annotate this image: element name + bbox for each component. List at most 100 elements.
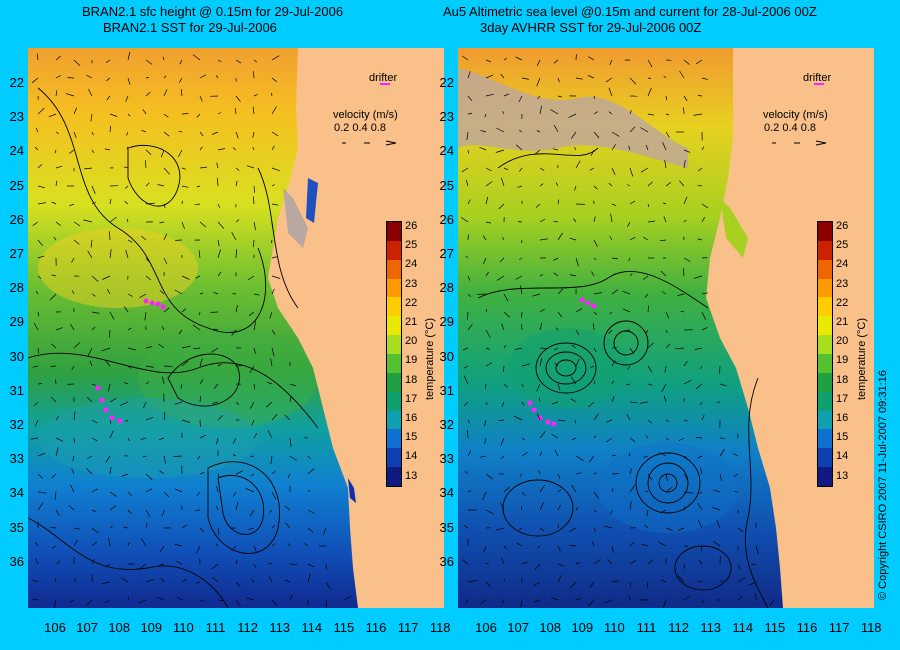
velocity-arrow [713,489,721,493]
velocity-arrow [252,239,255,248]
velocity-arrow [537,545,541,549]
velocity-arrow [677,293,685,296]
velocity-arrow [589,455,595,463]
velocity-arrow [575,308,583,313]
velocity-arrow [593,257,597,261]
velocity-arrow [501,323,505,331]
velocity-arrow [557,383,561,391]
velocity-arrow [607,559,613,565]
velocity-arrow [719,365,721,374]
velocity-arrow [109,491,117,497]
velocity-arrow [539,484,546,493]
velocity-arrow [87,396,93,403]
velocity-arrow [683,506,686,511]
velocity-arrow [485,196,489,205]
velocity-arrow [485,362,492,367]
velocity-arrow [125,419,129,422]
velocity-arrow [683,419,688,422]
velocity-arrow [520,285,523,295]
velocity-arrow [484,383,487,389]
velocity-arrow [593,239,598,247]
velocity-arrow [139,293,147,299]
velocity-arrow [748,581,757,586]
velocity-arrow [174,289,183,295]
velocity-arrow [145,91,151,97]
velocity-arrow [215,505,219,511]
velocity-arrow [73,527,80,530]
velocity-arrow [249,509,255,517]
velocity-arrow [250,455,255,457]
velocity-arrow [683,257,691,263]
velocity-arrow [515,275,523,280]
velocity-arrow [213,291,219,295]
velocity-arrow [271,471,276,475]
velocity-arrow [626,413,631,421]
velocity-arrow [253,59,258,63]
velocity-arrow [593,111,598,115]
velocity-arrow [55,379,57,385]
velocity-arrow [198,250,201,259]
velocity-arrow [235,59,242,64]
velocity-arrow [629,126,636,133]
velocity-arrow [253,94,258,97]
velocity-arrow [177,149,183,158]
velocity-arrow [54,491,57,500]
velocity-arrow [50,365,57,367]
velocity-arrow [174,544,183,547]
velocity-arrow [181,524,188,529]
velocity-arrow [217,249,221,259]
colorbar-segment [818,335,832,354]
velocity-arrow [485,308,488,313]
velocity-arrow [679,180,685,187]
velocity-arrow [536,383,541,392]
velocity-arrow [235,180,238,187]
velocity-arrow [589,581,595,589]
velocity-arrow [109,249,112,259]
velocity-arrow [485,347,490,350]
latitude-label: 35 [439,519,454,535]
velocity-arrow [557,288,564,295]
velocity-arrow [539,308,545,313]
velocity-arrow [179,59,183,65]
velocity-arrow [698,95,703,97]
colorbar-segment [818,410,832,430]
velocity-arrow [467,490,472,493]
velocity-arrow [698,560,703,565]
velocity-arrow [550,597,559,601]
velocity-arrow [479,599,487,605]
velocity-arrow [479,455,487,458]
velocity-arrow [139,563,147,570]
velocity-arrow [211,131,219,135]
velocity-arrow [769,599,775,607]
velocity-arrow [140,437,147,440]
velocity-arrow [37,502,44,511]
velocity-arrow [665,329,668,334]
velocity-arrow [570,376,577,385]
velocity-arrow [467,323,473,331]
velocity-arrow [163,203,166,209]
velocity-arrow [55,416,60,421]
latitude-label: 27 [9,246,24,261]
velocity-arrow [591,271,595,277]
velocity-arrow [271,543,276,547]
velocity-arrow [54,578,57,583]
velocity-arrow [232,454,237,457]
velocity-arrow [647,383,653,386]
velocity-arrow [127,113,131,117]
velocity-arrow [181,419,191,423]
longitude-label: 108 [539,620,562,635]
velocity-arrow [539,238,549,241]
velocity-arrow [605,437,613,443]
velocity-arrow [575,561,581,565]
velocity-arrow [647,181,653,187]
velocity-arrow [235,95,241,102]
velocity-arrow [32,598,39,601]
velocity-arrow [737,527,744,533]
velocity-arrow [70,323,75,331]
velocity-arrow [536,413,541,421]
velocity-arrow [69,149,75,154]
velocity-arrow [557,232,563,241]
velocity-arrow [485,562,489,565]
velocity-arrow [484,113,487,118]
velocity-arrow [145,257,149,262]
